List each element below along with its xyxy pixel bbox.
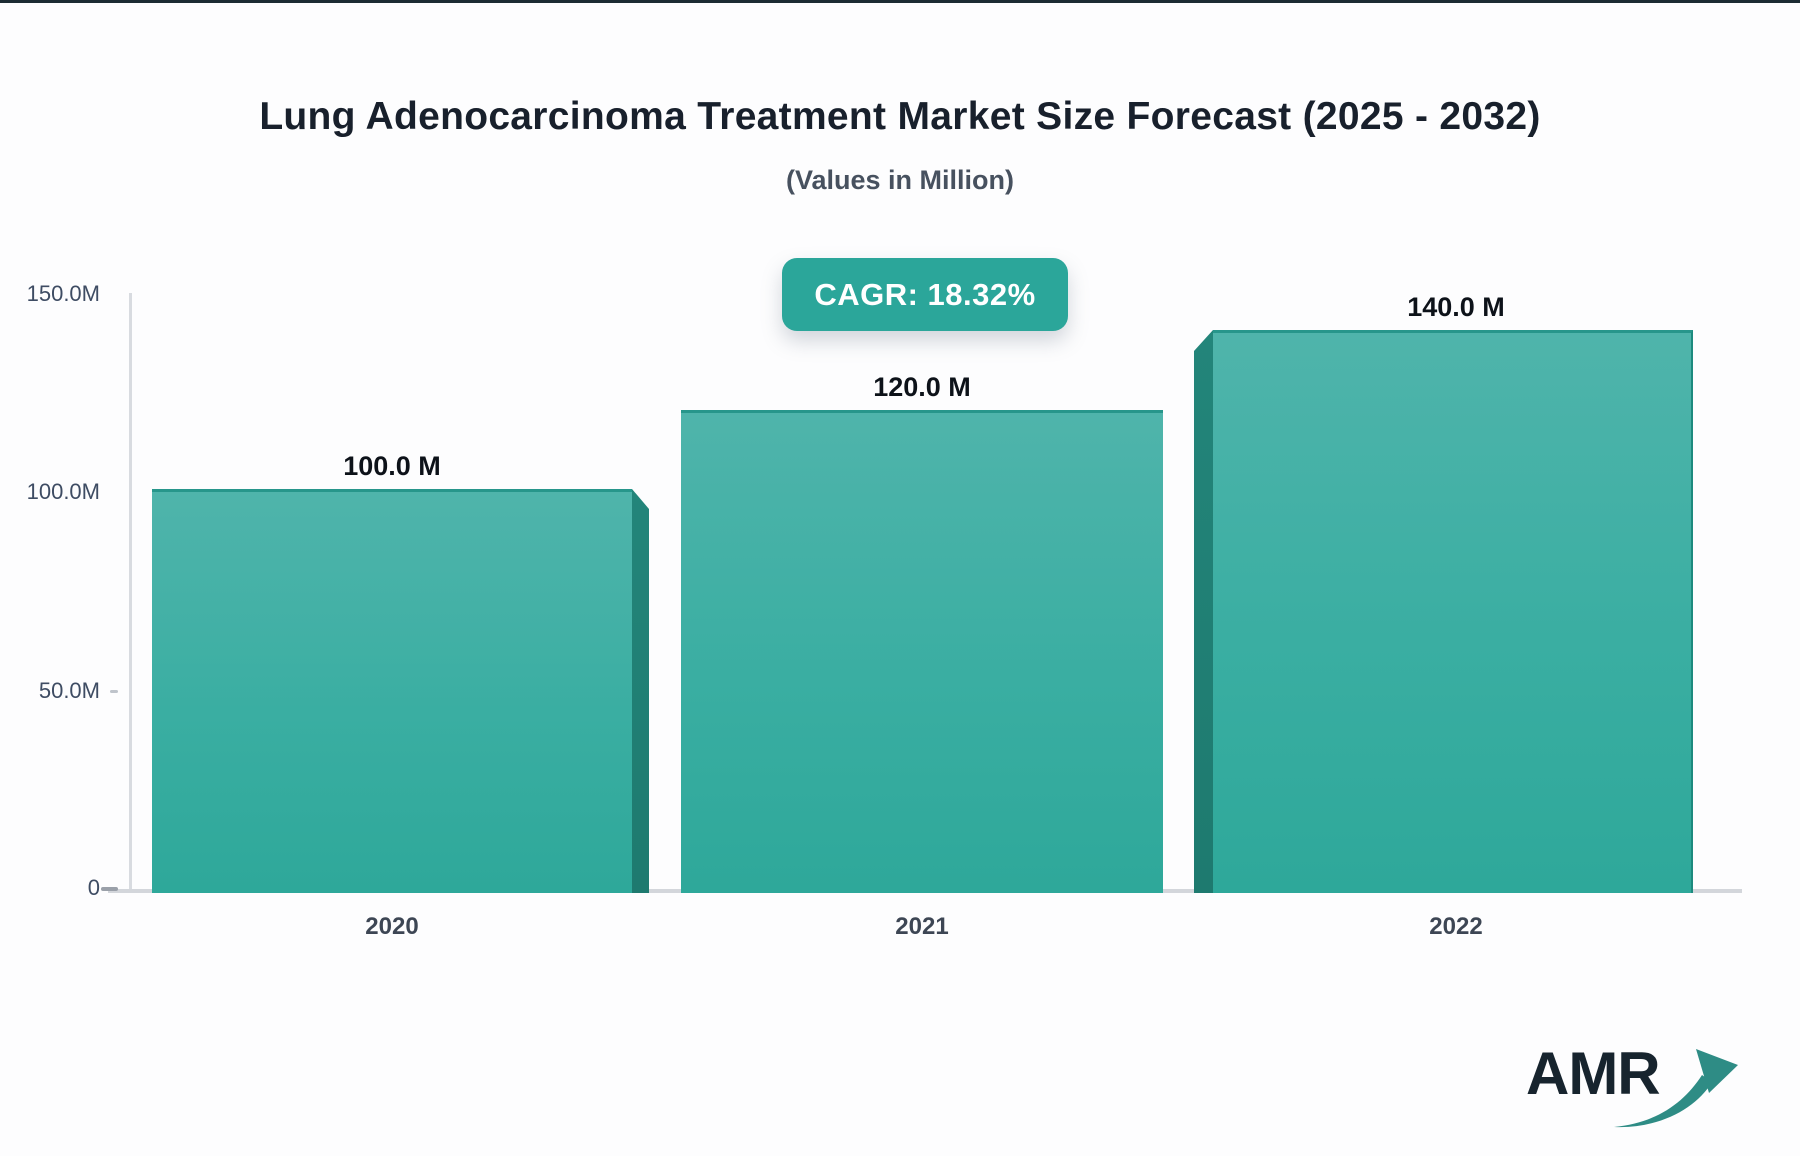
bar-value-label-2021: 120.0 M	[873, 372, 971, 402]
cagr-badge: CAGR: 18.32%	[782, 258, 1068, 331]
bar-2022-side-3d	[1194, 330, 1213, 893]
chart-title: Lung Adenocarcinoma Treatment Market Siz…	[259, 95, 1541, 138]
y-axis-tick-0	[101, 887, 118, 891]
amr-logo: AMR	[1520, 1025, 1750, 1135]
bar-value-label-2022: 140.0 M	[1407, 292, 1505, 322]
x-category-label-2020: 2020	[365, 913, 419, 940]
x-category-label-2021: 2021	[895, 913, 949, 940]
y-tick-label-0: 0	[87, 875, 100, 900]
growth-arrow-icon	[1614, 1049, 1738, 1128]
y-tick-label-150m: 150.0M	[26, 281, 100, 306]
bar-2020-side-3d	[632, 489, 649, 893]
chart-subtitle: (Values in Million)	[785, 165, 1015, 195]
amr-logo-text: AMR	[1526, 1040, 1661, 1107]
y-tick-label-50m: 50.0M	[38, 678, 100, 703]
bar-2022	[1213, 330, 1693, 893]
y-tick-label-100m: 100.0M	[26, 479, 100, 504]
y-axis-tick-50m	[110, 690, 118, 693]
x-category-label-2022: 2022	[1429, 913, 1483, 940]
y-axis-line	[129, 293, 132, 891]
bar-value-label-2020: 100.0 M	[343, 451, 441, 481]
bar-2020	[152, 489, 632, 893]
bar-2021	[681, 410, 1163, 893]
